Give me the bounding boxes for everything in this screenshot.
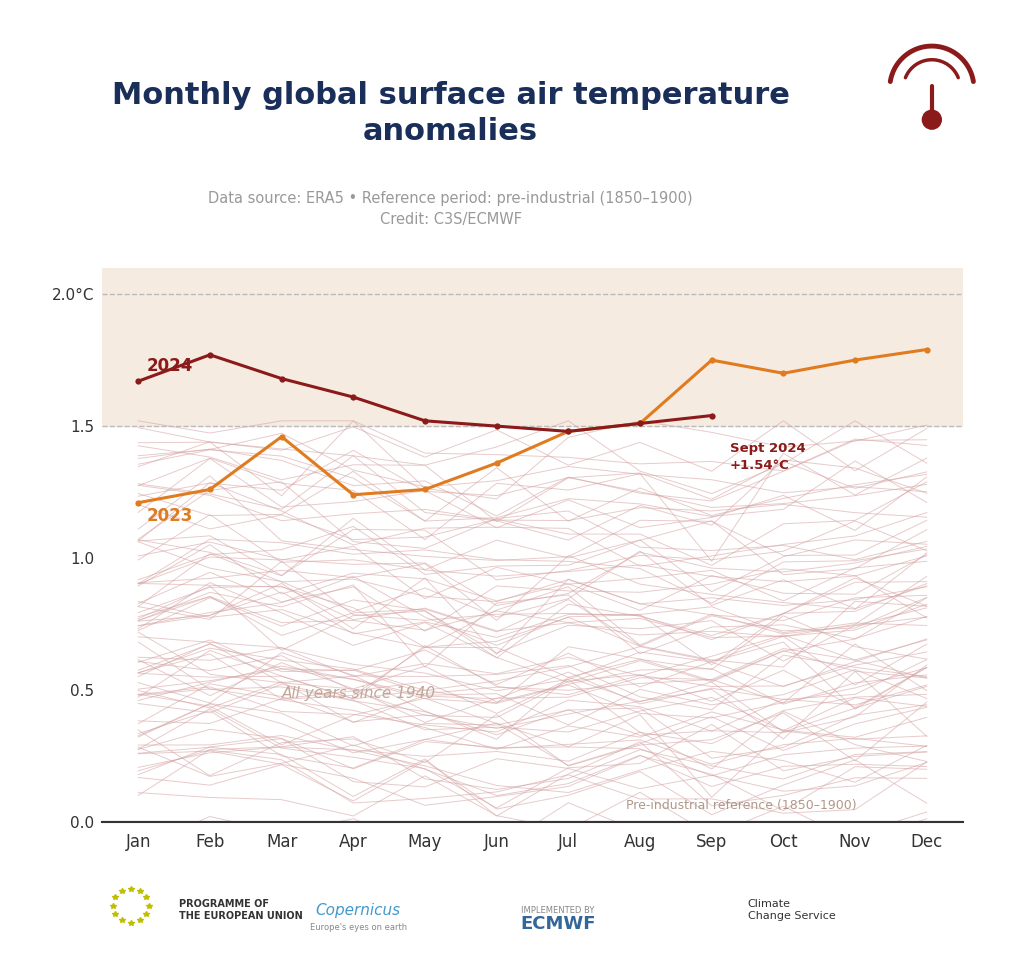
Text: Monthly global surface air temperature
anomalies: Monthly global surface air temperature a… bbox=[112, 81, 790, 146]
Text: Sept 2024
+1.54°C: Sept 2024 +1.54°C bbox=[729, 442, 805, 472]
Text: IMPLEMENTED BY: IMPLEMENTED BY bbox=[521, 905, 595, 915]
Text: Copernicus: Copernicus bbox=[315, 902, 401, 918]
Text: Data source: ERA5 • Reference period: pre-industrial (1850–1900)
Credit: C3S/ECM: Data source: ERA5 • Reference period: pr… bbox=[208, 191, 693, 228]
Text: 2023: 2023 bbox=[146, 507, 194, 525]
Text: Climate
Change Service: Climate Change Service bbox=[748, 899, 836, 922]
Text: Europe's eyes on earth: Europe's eyes on earth bbox=[310, 923, 407, 932]
Circle shape bbox=[923, 110, 941, 129]
Text: All years since 1940: All years since 1940 bbox=[282, 686, 436, 701]
Text: 2024: 2024 bbox=[146, 357, 194, 375]
Text: PROGRAMME OF
THE EUROPEAN UNION: PROGRAMME OF THE EUROPEAN UNION bbox=[179, 899, 303, 922]
Text: Pre-industrial reference (1850–1900): Pre-industrial reference (1850–1900) bbox=[626, 799, 856, 812]
Text: ECMWF: ECMWF bbox=[520, 916, 596, 933]
Bar bbox=[102, 268, 963, 426]
